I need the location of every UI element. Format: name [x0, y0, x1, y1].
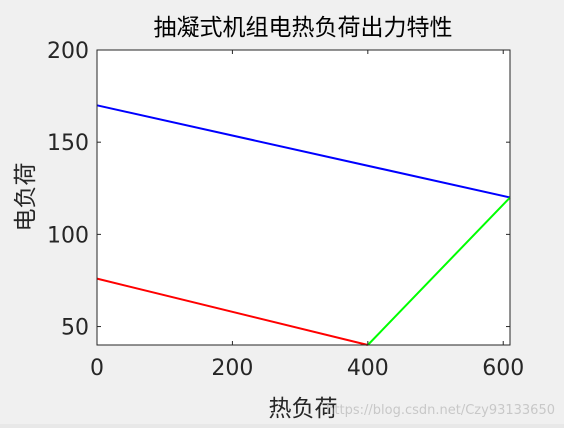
- series-layer: [96, 104, 511, 346]
- y-axis-label: 电负荷: [13, 163, 39, 232]
- chart-title: 抽凝式机组电热负荷出力特性: [154, 15, 453, 41]
- plot-area: [97, 50, 510, 345]
- x-tick-label-4: 600: [482, 356, 524, 381]
- x-tick-label-2: 200: [211, 356, 253, 381]
- x-axis-label: 热负荷: [269, 396, 338, 422]
- series-line-3: [367, 196, 511, 346]
- bottom-strip: [0, 424, 564, 428]
- x-tick-label-1: 0: [90, 356, 104, 381]
- y-tick-label-4: 200: [47, 39, 89, 64]
- axes-box: [96, 49, 511, 346]
- y-tick-label-3: 150: [47, 131, 89, 156]
- tick-layer: 0 200 400 600 50 100 150 200: [47, 39, 524, 381]
- series-line-1: [96, 104, 511, 199]
- y-tick-label-1: 50: [61, 316, 89, 341]
- x-tick-label-3: 400: [347, 356, 389, 381]
- watermark-text: https://blog.csdn.net/Czy93133650: [326, 403, 555, 418]
- series-line-2: [96, 277, 369, 346]
- y-tick-label-2: 100: [47, 223, 89, 248]
